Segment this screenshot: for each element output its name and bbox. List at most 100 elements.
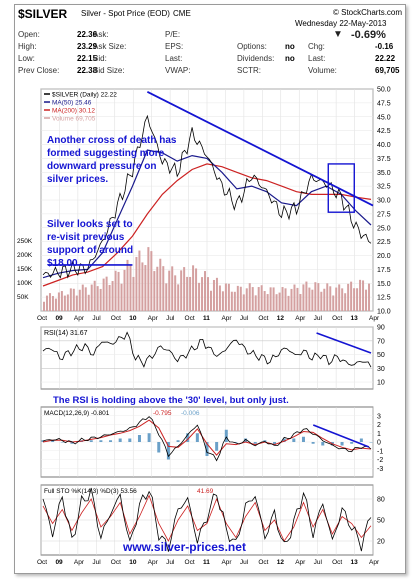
macd-histogram-bar [301,436,305,442]
volume-bar [287,295,290,311]
volume-bar [183,267,186,311]
stochastic-k-line [42,487,372,552]
volume-bar [66,294,69,311]
price-x-tick: Jul [314,315,323,322]
bottom-x-tick: 11 [203,559,210,566]
price-x-tick: Oct [258,315,268,322]
macd-histogram-bar [253,442,257,444]
volume-axis-tick: 100K [17,280,33,287]
volume-bar [269,287,272,311]
cross-highlight-box [327,163,355,213]
quote-label: SCTR: [237,66,261,75]
macd-histogram-bar [137,435,141,442]
price-axis-tick: 20.0 [377,253,391,260]
macd-axis-tick: 3 [377,413,381,420]
macd-histogram-bar [51,440,55,442]
volume-bar [93,280,96,311]
volume-bar [99,288,102,311]
volume-bar [347,283,350,311]
volume-bar [75,295,78,311]
volume-bar [236,285,239,311]
volume-bar [302,284,305,311]
price-axis-tick: 10.0 [377,309,391,316]
volume-bar [260,285,263,311]
macd-histogram-bar [99,440,103,442]
price-x-tick: Apr [369,315,380,322]
volume-bar [296,287,299,311]
chart-frame: $SILVER Silver - Spot Price (EOD) CME © … [14,4,406,574]
volume-bar [141,262,144,311]
quote-value: no [285,54,295,63]
volume-bar [227,283,230,311]
price-x-tick: Apr [74,315,85,322]
macd-histogram-bar [186,433,190,442]
volume-bar [81,284,84,311]
macd-histogram-bar [340,442,344,446]
price-x-tick: Oct [37,315,47,322]
volume-bar [251,287,254,311]
macd-signal-line [42,419,372,456]
volume-bar [48,293,51,311]
macd-histogram-bar [118,438,122,442]
volume-bar [308,287,311,311]
bottom-x-tick: 09 [55,559,63,566]
volume-bar [332,295,335,311]
macd-axis-tick: 2 [377,422,381,429]
price-x-tick: 09 [55,315,63,322]
macd-histogram-bar [244,438,248,442]
macd-histogram-bar [157,442,161,453]
bottom-x-tick: Apr [74,559,85,566]
volume-bar [224,283,227,311]
volume-bar [171,266,174,311]
macd-histogram-bar [311,442,315,444]
macd-histogram-bar [234,442,238,443]
macd-histogram-bar [147,433,151,442]
quote-value: 22.38 [77,66,98,75]
macd-histogram-bar [273,442,277,446]
volume-bar [320,291,323,311]
volume-bar [153,271,156,311]
rsi-axis-tick: 70 [377,338,385,345]
quote-label: Dividends: [237,54,275,63]
quote-label: Last: [308,54,326,63]
volume-bar [242,294,245,311]
price-axis-tick: 27.5 [377,211,391,218]
quote-label: Ask: [93,30,109,39]
volume-bar [218,285,221,311]
volume-bar [45,295,48,311]
quote-label: P/E: [165,30,181,39]
volume-bar [239,286,242,311]
quote-label: Bid: [93,54,107,63]
volume-bar [135,256,138,311]
price-axis-tick: 45.0 [377,114,391,121]
volume-bar [248,283,251,311]
macd-histogram-bar [215,442,219,451]
price-axis-tick: 22.5 [377,239,391,246]
bottom-x-tick: 13 [351,559,359,566]
macd-histogram-bar [41,440,45,442]
macd-histogram-bar [292,438,296,442]
macd-legend: MACD(12,26,9) -0.801 [44,410,110,417]
cross-of-death-annotation: Another cross of death has formed suggest… [47,135,177,185]
volume-bar [204,271,207,311]
volume-bar [165,283,168,311]
price-axis-tick: 32.5 [377,184,391,191]
volume-bar [335,287,338,311]
price-axis-tick: 50.0 [377,87,391,94]
price-x-tick: 13 [351,315,359,322]
bottom-x-tick: Jul [92,559,101,566]
volume-bar [51,296,54,311]
bottom-x-tick: Apr [221,559,232,566]
macd-histogram-bar [109,440,113,442]
volume-bar [278,292,281,311]
quote-label: Prev Close: [18,66,60,75]
volume-bar [126,259,129,311]
price-axis-tick: 12.5 [377,295,391,302]
volume-bar [362,280,365,311]
volume-bar [323,288,326,311]
volume-bar [305,281,308,311]
price-x-tick: Jul [166,315,175,322]
macd-histogram-bar [195,433,199,442]
volume-bar [144,265,147,311]
macd-histogram-bar [176,440,180,442]
